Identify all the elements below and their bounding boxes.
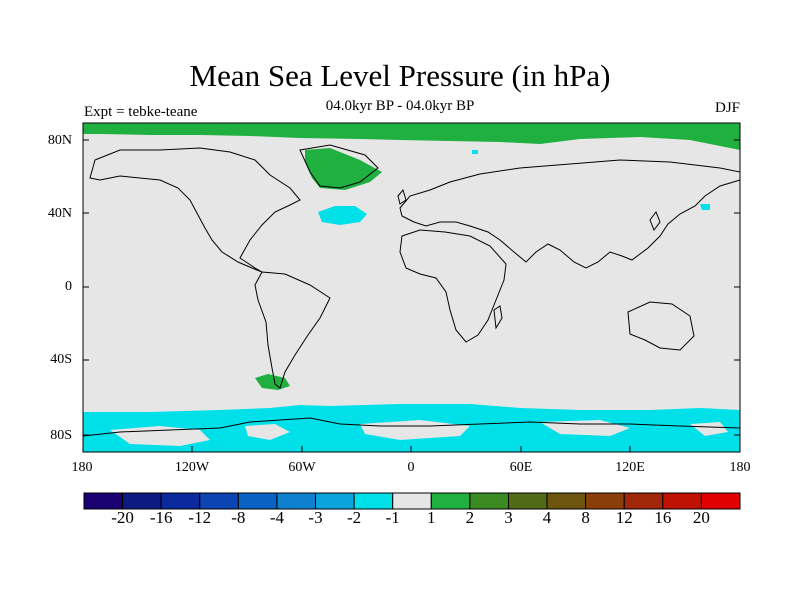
colorbar-label: -2 <box>347 508 362 527</box>
colorbar-label: -1 <box>385 508 400 527</box>
colorbar-label: 1 <box>427 508 436 527</box>
lon-tick-120w: 120W <box>174 460 210 475</box>
colorbar-label: 12 <box>615 508 633 527</box>
colorbar-swatch <box>353 492 394 510</box>
colorbar-swatch <box>546 492 587 510</box>
map-background <box>83 123 740 452</box>
lon-tick-180w: 180 <box>71 460 93 475</box>
lat-tick-80n: 80N <box>47 133 72 148</box>
lat-tick-40n: 40N <box>47 206 72 221</box>
colorbar-swatch <box>160 492 201 510</box>
lon-tick-60w: 60W <box>288 460 316 475</box>
lat-tick-80s: 80S <box>50 428 72 443</box>
lon-tick-180e: 180 <box>729 460 751 475</box>
colorbar-label: 16 <box>654 508 672 527</box>
colorbar <box>83 492 741 510</box>
axis-ticks <box>83 139 740 452</box>
experiment-label: Expt = tebke-teane <box>84 104 198 120</box>
lon-tick-60e: 60E <box>509 460 533 475</box>
season-label: DJF <box>714 100 740 116</box>
lat-tick-0: 0 <box>65 279 72 294</box>
colorbar-swatch <box>83 492 124 510</box>
colorbar-swatch <box>237 492 278 510</box>
colorbar-label: 4 <box>542 508 552 527</box>
plot-subtitle: 04.0kyr BP - 04.0kyr BP <box>325 98 475 114</box>
colorbar-label: -16 <box>149 508 173 527</box>
colorbar-label: -3 <box>308 508 323 527</box>
colorbar-swatch <box>122 492 162 510</box>
colorbar-label: 20 <box>692 508 710 527</box>
colorbar-label: 2 <box>465 508 475 527</box>
colorbar-swatch <box>276 492 317 510</box>
colorbar-swatch <box>623 492 664 510</box>
colorbar-swatch <box>199 492 239 510</box>
colorbar-label: -20 <box>111 508 134 527</box>
plot-title: Mean Sea Level Pressure (in hPa) <box>189 58 611 93</box>
colorbar-label: 3 <box>504 508 513 527</box>
colorbar-label: 8 <box>581 508 590 527</box>
colorbar-label: -4 <box>269 508 285 527</box>
lat-tick-40s: 40S <box>50 352 72 367</box>
coastlines <box>82 144 741 437</box>
colorbar-swatch <box>315 492 355 510</box>
colorbar-label: -8 <box>231 508 246 527</box>
lon-tick-0: 0 <box>407 460 415 475</box>
map-panel <box>82 122 741 453</box>
lon-tick-120e: 120E <box>615 460 645 475</box>
colorbar-swatch <box>392 492 432 510</box>
colorbar-swatch <box>469 492 509 510</box>
colorbar-swatch <box>430 492 471 510</box>
colorbar-swatch <box>585 492 625 510</box>
colorbar-swatch <box>700 492 741 510</box>
colorbar-swatch <box>662 492 702 510</box>
colorbar-label: -12 <box>188 508 212 527</box>
colorbar-swatch <box>507 492 548 510</box>
